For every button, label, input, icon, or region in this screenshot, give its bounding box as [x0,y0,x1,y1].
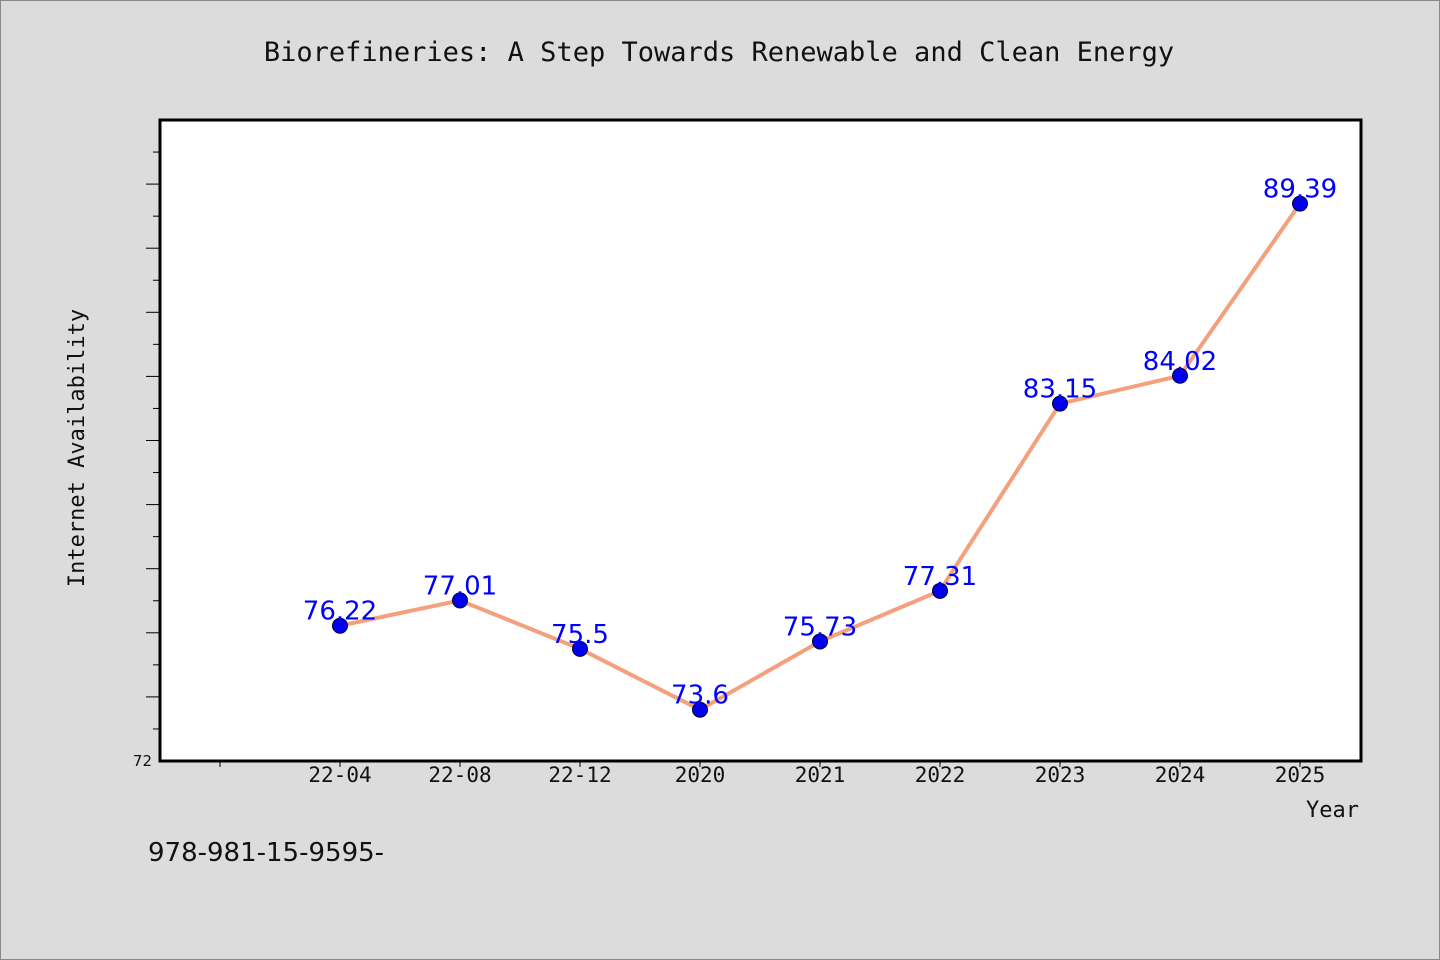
data-point [1292,195,1308,212]
x-tick-label: 2025 [1275,763,1326,787]
series-segment [578,646,702,712]
y-axis-title: Internet Availability [65,309,90,587]
x-tick-label: 2021 [795,763,846,787]
series-markers-layer [332,195,1308,718]
data-label: 83.15 [1023,375,1097,405]
data-point [812,633,828,650]
data-point [572,640,588,657]
series-segment [338,598,462,628]
data-label: 77.31 [903,562,977,592]
chart-title: Biorefineries: A Step Towards Renewable … [264,37,1174,68]
series-segment [698,639,822,712]
series-segment [818,588,942,644]
data-point [332,617,348,634]
data-point [452,592,468,609]
x-axis-ticks: 22-04 22-08 22-12 2020 2021 2022 2023 2024 2025 [219,761,1326,787]
x-axis-title: Year [1306,798,1359,823]
footnote-text: 978-981-15-9595- [148,838,384,868]
series-segment [1178,201,1302,378]
data-label: 75.73 [783,612,857,642]
x-tick-label: 2022 [915,763,966,787]
data-label: 75.5 [551,620,609,650]
x-tick-label: 2023 [1035,763,1086,787]
data-label: 76.22 [303,597,377,627]
data-point [1172,367,1188,384]
x-tick-label: 2020 [675,763,726,787]
data-point [692,701,708,718]
data-label: 73.6 [671,681,729,711]
series-segment [938,401,1062,593]
data-labels-layer: 76.22 77.01 75.5 73.6 75.73 77.31 83.15 84.02 89… [303,175,1337,711]
data-label: 84.02 [1143,347,1217,377]
data-label: 89.39 [1263,175,1337,205]
x-tick-label: 22-08 [428,763,491,787]
series-segment [458,598,582,651]
y-axis-ticks [146,151,160,730]
data-point [932,582,948,599]
series-segment [1058,373,1182,406]
x-tick-label: 22-12 [548,763,611,787]
x-tick-label: 2024 [1155,763,1206,787]
series-line-layer [338,201,1302,712]
data-label: 77.01 [423,571,497,601]
y-tick-label: 72 [133,752,152,770]
data-point [1052,395,1068,412]
plot-area [158,118,1363,763]
x-tick-label: 22-04 [308,763,371,787]
